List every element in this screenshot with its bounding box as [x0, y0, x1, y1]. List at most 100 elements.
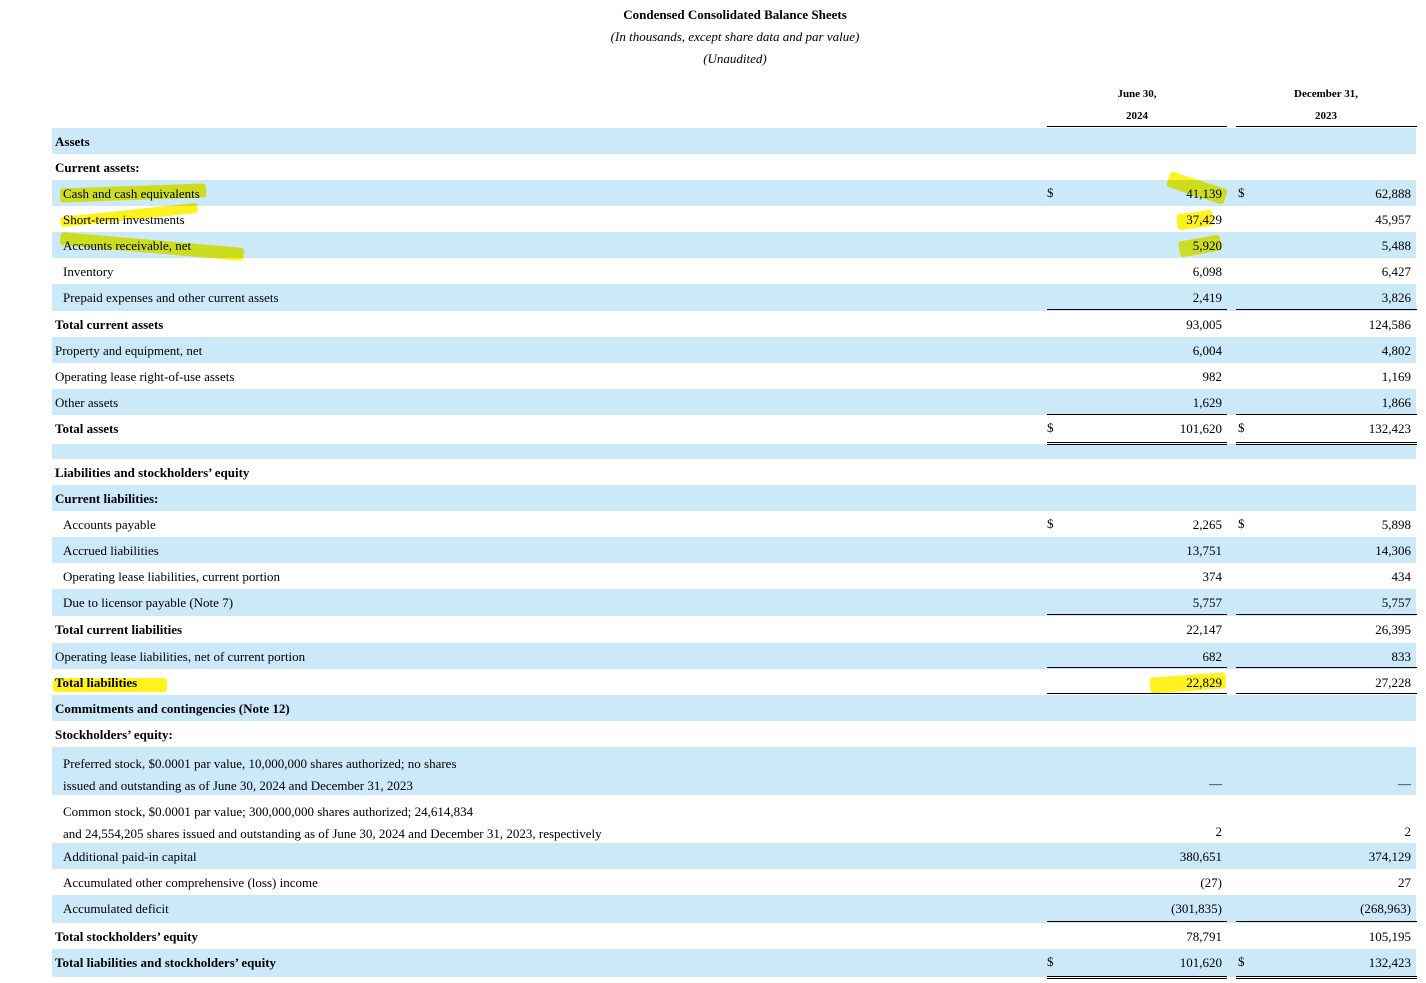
dollar-sign: $: [1238, 185, 1245, 200]
value-june-2024: 5,757: [1192, 595, 1222, 610]
value-december-2023: 45,957: [1375, 212, 1411, 227]
dollar-sign: $: [1047, 420, 1054, 435]
value-december-2023: 27: [1398, 875, 1411, 890]
row-label: Common stock, $0.0001 par value; 300,000…: [63, 804, 602, 841]
highlighter-mark: [53, 678, 167, 692]
value-june-2024: (27): [1200, 875, 1222, 890]
value-june-2024: —: [1209, 776, 1222, 791]
statement-note: (Unaudited): [703, 51, 767, 66]
subtotal-rule: [1236, 614, 1417, 615]
row-shading: [52, 337, 1416, 363]
dollar-sign: $: [1047, 954, 1054, 969]
table-row: Other assets 1,629 1,866: [52, 389, 1416, 415]
row-shading: [52, 949, 1416, 977]
value-december-2023: 27,228: [1375, 675, 1411, 690]
row-shading: [52, 589, 1416, 616]
value-december-2023: 132,423: [1368, 421, 1411, 436]
subtotal-rule: [1236, 921, 1417, 922]
dollar-sign: $: [1238, 954, 1245, 969]
value-june-2024: 1,629: [1192, 395, 1222, 410]
row-label: Total liabilities and stockholders’ equi…: [55, 955, 277, 970]
value-december-2023: 1,866: [1381, 395, 1411, 410]
subtotal-rule: [1236, 667, 1417, 668]
row-label: Operating lease liabilities, net of curr…: [55, 649, 306, 664]
row-label: Assets: [55, 134, 90, 149]
row-label: Additional paid-in capital: [63, 849, 197, 864]
table-row: Common stock, $0.0001 par value; 300,000…: [52, 795, 1416, 843]
statement-subtitle: (In thousands, except share data and par…: [610, 29, 860, 44]
value-june-2024: 380,651: [1179, 849, 1222, 864]
value-june-2024: 6,004: [1192, 343, 1222, 358]
total-double-rule: [1236, 442, 1417, 445]
table-row: Stockholders’ equity:: [52, 721, 1416, 747]
table-row: Total assets $101,620 $132,423: [52, 415, 1416, 441]
subtotal-rule: [1236, 414, 1417, 415]
table-row: Accrued liabilities 13,751 14,306: [52, 537, 1416, 563]
subtotal-rule: [1047, 693, 1227, 694]
value-december-2023: 833: [1391, 649, 1412, 664]
value-june-2024: (301,835): [1171, 901, 1222, 916]
row-shading: [52, 537, 1416, 563]
row-label: Other assets: [55, 395, 119, 410]
value-december-2023: 5,757: [1381, 595, 1411, 610]
table-row: Total stockholders’ equity 78,791 105,195: [52, 923, 1416, 949]
value-june-2024: 682: [1202, 649, 1223, 664]
row-shading: [52, 128, 1416, 154]
row-label: Preferred stock, $0.0001 par value, 10,0…: [63, 756, 457, 793]
row-label: Property and equipment, net: [55, 343, 203, 358]
value-december-2023: 3,826: [1381, 290, 1411, 305]
value-december-2023: 124,586: [1368, 317, 1411, 332]
column-header-rule: [1047, 126, 1227, 127]
dollar-sign: $: [1238, 516, 1245, 531]
subtotal-rule: [1047, 614, 1227, 615]
table-row: Preferred stock, $0.0001 par value, 10,0…: [52, 747, 1416, 795]
row-label: Accrued liabilities: [63, 543, 159, 558]
column-header-date: June 30,: [1117, 88, 1157, 100]
value-june-2024: 93,005: [1186, 317, 1222, 332]
value-december-2023: 374,129: [1368, 849, 1411, 864]
value-december-2023: 5,488: [1381, 238, 1411, 253]
table-row: Total current liabilities 22,147 26,395: [52, 616, 1416, 642]
value-december-2023: 6,427: [1381, 264, 1411, 279]
total-double-rule: [1047, 976, 1227, 979]
subtotal-rule: [1236, 309, 1417, 310]
total-double-rule: [1047, 442, 1227, 445]
value-december-2023: 14,306: [1375, 543, 1411, 558]
row-shading: [52, 695, 1416, 721]
value-december-2023: 434: [1391, 569, 1412, 584]
column-header-year: 2024: [1126, 110, 1148, 122]
column-header-date: December 31,: [1294, 88, 1358, 100]
value-december-2023: 105,195: [1368, 929, 1411, 944]
value-december-2023: —: [1398, 776, 1411, 791]
row-label: Current liabilities:: [55, 491, 159, 506]
table-row: Operating lease right-of-use assets 982 1,…: [52, 363, 1416, 389]
row-shading: [52, 485, 1416, 511]
row-label: Total stockholders’ equity: [55, 929, 199, 944]
row-label: Inventory: [63, 264, 114, 279]
row-label: Stockholders’ equity:: [55, 727, 173, 742]
dollar-sign: $: [1047, 516, 1054, 531]
table-row: Operating lease liabilities, net of curr…: [52, 643, 1416, 669]
value-june-2024: 78,791: [1186, 929, 1222, 944]
row-label: Due to licensor payable (Note 7): [63, 595, 234, 610]
value-december-2023: 62,888: [1375, 186, 1411, 201]
row-shading: [52, 895, 1416, 923]
table-row: Total liabilities and stockholders’ equi…: [52, 949, 1416, 975]
value-june-2024: 101,620: [1179, 421, 1222, 436]
table-row: Due to licensor payable (Note 7) 5,757 5,7…: [52, 589, 1416, 615]
table-row: Prepaid expenses and other current asset…: [52, 284, 1416, 310]
value-june-2024: 22,147: [1186, 622, 1222, 637]
statement-title: Condensed Consolidated Balance Sheets: [623, 7, 847, 22]
dollar-sign: $: [1047, 185, 1054, 200]
value-december-2023: 4,802: [1381, 343, 1411, 358]
value-june-2024: 2,419: [1192, 290, 1222, 305]
value-december-2023: (268,963): [1360, 901, 1411, 916]
value-june-2024: 101,620: [1179, 955, 1222, 970]
row-label: Accounts payable: [63, 517, 156, 532]
subtotal-rule: [1047, 667, 1227, 668]
table-row: Current assets:: [52, 154, 1416, 180]
value-june-2024: 6,098: [1192, 264, 1222, 279]
row-label: Liabilities and stockholders’ equity: [55, 465, 250, 480]
row-shading: [52, 643, 1416, 669]
value-december-2023: 132,423: [1368, 955, 1411, 970]
